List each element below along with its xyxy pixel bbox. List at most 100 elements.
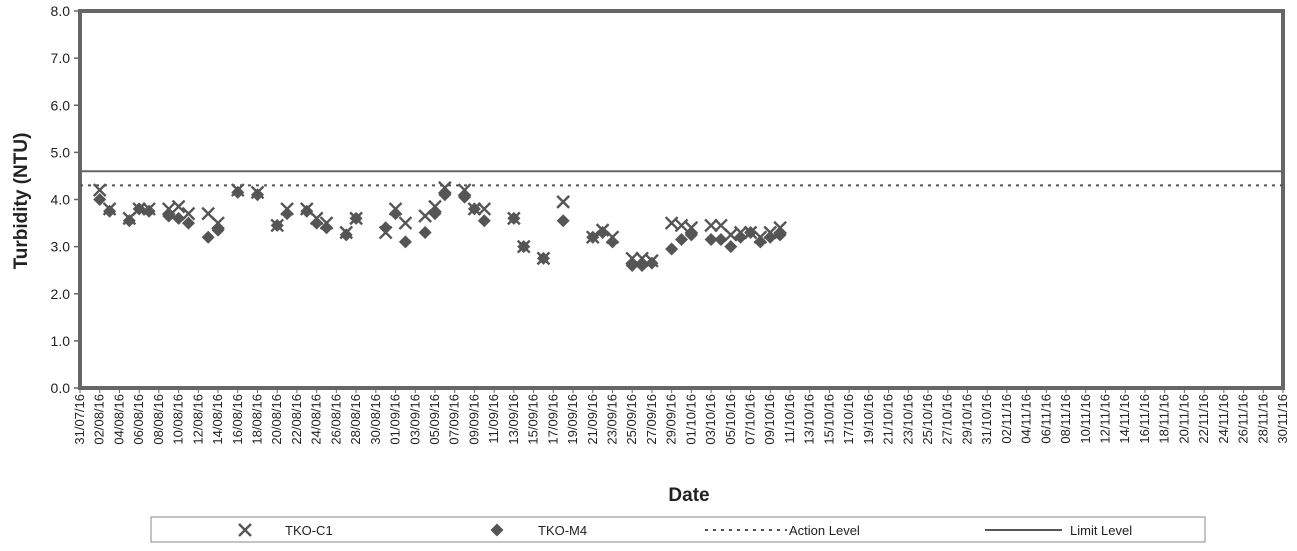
x-tick-label: 14/08/16 <box>210 394 225 445</box>
x-marker-stroke <box>723 227 738 242</box>
tko-m4-point <box>181 216 195 230</box>
tko-c1-point <box>171 199 186 214</box>
y-tick-label: 2.0 <box>51 286 71 302</box>
x-tick-label: 21/09/16 <box>585 394 600 445</box>
tko-c1-point <box>704 218 718 233</box>
x-tick-label: 28/11/16 <box>1255 394 1270 444</box>
tko-c1-point <box>477 202 492 216</box>
tko-c1-point <box>674 218 689 233</box>
tko-m4-point <box>270 218 284 232</box>
x-tick-label: 23/10/16 <box>900 394 915 445</box>
axes-layer: 0.0 1.0 2.0 3.0 4.0 5.0 6.0 7.0 8.0 31/07/16 02/08… <box>51 3 1290 445</box>
tko-c1-point <box>181 206 196 221</box>
tko-c1-point <box>625 251 640 266</box>
tko-m4-point <box>675 233 688 247</box>
tko-m4-point <box>418 225 432 239</box>
y-tick-label: 5.0 <box>51 144 71 160</box>
x-tick-label: 07/10/16 <box>743 394 758 445</box>
tko-m4-point <box>458 190 472 204</box>
tko-m4-point <box>744 225 758 239</box>
tko-m4-point <box>103 204 117 218</box>
tko-m4-point <box>536 251 550 265</box>
y-tick-label: 3.0 <box>51 239 71 255</box>
x-tick-label: 22/11/16 <box>1196 394 1211 444</box>
x-tick-label: 04/08/16 <box>111 394 126 445</box>
x-tick-label: 02/11/16 <box>999 394 1014 444</box>
tko-m4-point <box>310 216 324 230</box>
tko-m4-point <box>556 214 570 228</box>
x-tick-label: 17/10/16 <box>841 394 856 445</box>
x-tick-label: 15/10/16 <box>821 394 836 445</box>
x-marker-stroke <box>181 206 196 221</box>
tko-m4-point <box>389 207 403 221</box>
x-tick-label: 09/10/16 <box>762 394 777 445</box>
tko-m4-point <box>596 225 610 239</box>
x-axis-title: Date <box>668 485 709 506</box>
tko-m4-point <box>211 223 225 237</box>
tko-m4-point <box>162 209 176 223</box>
tko-m4-point <box>635 258 649 272</box>
x-tick-label: 17/09/16 <box>545 394 560 445</box>
x-tick-label: 02/08/16 <box>92 394 107 445</box>
x-tick-label: 03/09/16 <box>407 394 422 445</box>
tko-m4-point <box>517 240 531 254</box>
x-tick-label: 12/11/16 <box>1098 394 1113 444</box>
tko-m4-point <box>280 207 294 221</box>
x-tick-label: 06/11/16 <box>1038 394 1053 444</box>
x-marker-stroke <box>238 523 252 537</box>
x-tick-label: 04/11/16 <box>1019 394 1034 444</box>
x-tick-label: 18/11/16 <box>1157 394 1172 444</box>
y-tick-label: 0.0 <box>51 380 71 396</box>
x-tick-label: 01/10/16 <box>683 394 698 445</box>
tko-c1-point <box>556 195 571 209</box>
x-tick-label: 26/11/16 <box>1236 394 1251 444</box>
x-tick-label: 30/08/16 <box>368 394 383 445</box>
tko-m4-point <box>704 233 718 247</box>
tko-m4-point <box>753 235 767 249</box>
tko-m4-point <box>477 214 491 228</box>
tko-m4-point <box>300 204 314 218</box>
x-marker-stroke <box>556 195 571 209</box>
tko-m4-point <box>586 230 600 244</box>
x-tick-label: 09/09/16 <box>466 394 481 445</box>
x-tick-label: 25/10/16 <box>920 394 935 445</box>
y-tick-label: 7.0 <box>51 50 71 66</box>
tko-m4-point <box>93 193 107 206</box>
x-tick-label: 07/09/16 <box>447 394 462 445</box>
tko-m4-point <box>724 240 738 254</box>
x-marker-stroke <box>714 218 728 233</box>
x-tick-label: 11/09/16 <box>486 394 501 444</box>
legend-label: Action Level <box>789 523 860 538</box>
y-tick-label: 8.0 <box>51 3 71 19</box>
tko-c1-point <box>635 251 649 266</box>
x-marker-stroke <box>211 216 225 230</box>
x-tick-label: 10/08/16 <box>171 394 186 445</box>
tko-c1-point <box>92 183 107 197</box>
x-tick-label: 30/11/16 <box>1275 394 1290 444</box>
x-tick-label: 14/11/16 <box>1117 394 1132 444</box>
x-marker-stroke <box>92 183 107 197</box>
x-tick-label: 03/10/16 <box>703 394 718 445</box>
legend-label: TKO-M4 <box>538 523 587 538</box>
legend-x-symbol <box>238 523 252 537</box>
x-marker-stroke <box>201 206 216 221</box>
x-tick-label: 29/10/16 <box>959 394 974 445</box>
tko-c1-point <box>437 180 452 195</box>
x-tick-label: 27/09/16 <box>644 394 659 445</box>
tko-m4-point <box>467 202 481 216</box>
tko-m4-point <box>122 214 136 228</box>
tko-m4-point <box>379 221 393 235</box>
tko-c1-point <box>398 216 413 230</box>
x-tick-label: 05/09/16 <box>427 394 442 445</box>
x-tick-label: 10/11/16 <box>1078 394 1093 444</box>
tko-m4-point <box>428 207 442 221</box>
x-tick-label: 01/09/16 <box>388 394 403 445</box>
tko-m4-point <box>507 211 521 225</box>
x-tick-label: 22/08/16 <box>289 394 304 445</box>
x-marker-stroke <box>171 199 186 214</box>
x-tick-label: 25/09/16 <box>624 394 639 445</box>
x-tick-label: 19/09/16 <box>565 394 580 445</box>
tko-c1-point <box>161 202 176 216</box>
tko-m4-point <box>763 230 777 244</box>
